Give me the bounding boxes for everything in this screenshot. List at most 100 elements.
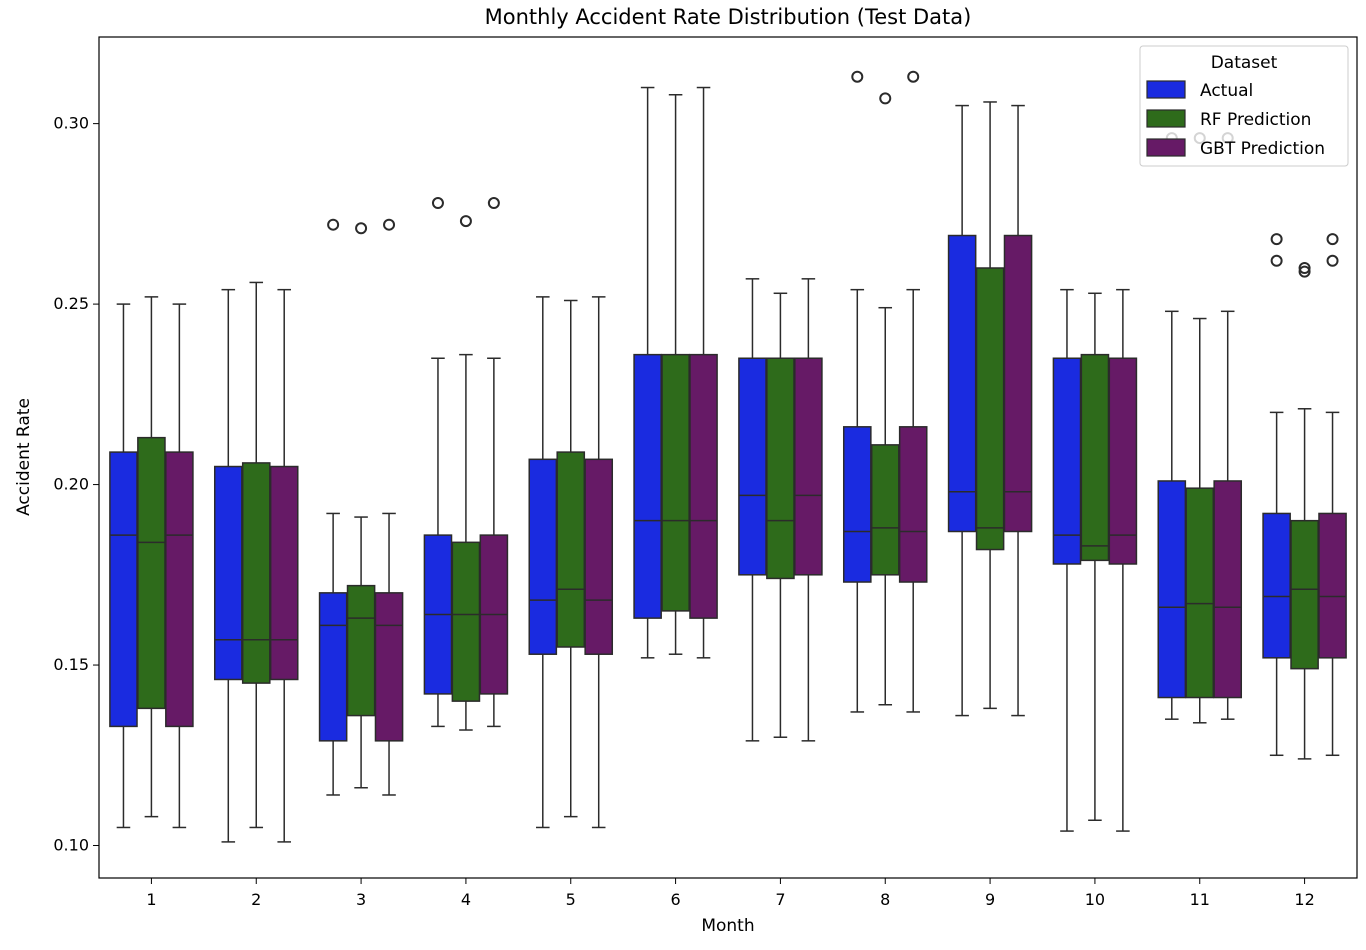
box-month-11 [1185,132,1215,724]
box-month-6 [689,86,718,659]
y-tick-label: 0.25 [53,294,89,313]
outlier-point [1298,262,1311,275]
x-tick-label: 7 [775,890,785,909]
outlier-point [879,92,892,105]
x-axis: 1 2 3 4 5 6 7 8 9 10 11 12 [146,878,1315,909]
outlier-point [851,70,864,83]
outlier-point [1270,233,1283,246]
outlier-point [1326,233,1339,246]
box-iqr [738,357,767,576]
box-month-1 [165,303,194,829]
box-iqr [947,234,977,533]
box-iqr [241,462,271,684]
box-iqr [374,592,404,742]
box-iqr [766,357,795,580]
x-tick-label: 5 [566,890,576,909]
legend-swatch [1146,109,1186,128]
x-tick-label: 2 [251,890,261,909]
outlier-point [327,218,340,231]
x-tick-label: 4 [461,890,471,909]
legend-entries: Actual RF Prediction GBT Prediction [1146,80,1325,159]
box-month-10 [1080,292,1110,821]
box-iqr [1318,512,1347,659]
y-tick-label: 0.10 [53,836,89,855]
outlier-point [383,218,396,231]
outlier-point [355,222,368,235]
box-iqr [1290,519,1319,670]
box-iqr [1213,480,1243,699]
series-rf-prediction [137,92,1319,829]
x-tick-label: 8 [880,890,890,909]
box-month-1 [137,296,166,818]
box-iqr [1003,234,1033,533]
box-month-9 [947,104,977,717]
outlier-point [1326,254,1339,267]
outlier-point [487,197,500,210]
box-month-5 [556,299,586,818]
box-month-4 [451,215,481,731]
box-month-11 [1157,132,1187,720]
box-iqr [794,357,823,576]
box-iqr [165,451,194,728]
box-iqr [137,436,166,710]
box-iqr [870,444,900,576]
series-actual [109,70,1291,843]
box-month-7 [766,292,795,738]
box-month-11 [1213,132,1243,720]
plot-frame [98,36,1358,879]
box-month-6 [661,94,690,655]
outlier-point [1298,265,1311,278]
box-month-4 [479,197,509,728]
x-axis-label: Month [701,916,754,936]
legend-title: Dataset [1211,53,1278,73]
outlier-point [907,70,920,83]
box-iqr [842,426,872,583]
box-month-7 [794,278,823,742]
box-month-1 [109,303,138,829]
y-axis-label: Accident Rate [14,398,34,516]
box-month-12 [1290,262,1319,760]
legend-swatch [1146,80,1186,99]
legend: Dataset Actual RF Prediction GBT Predictio… [1139,45,1349,167]
x-tick-label: 6 [670,890,680,909]
box-month-4 [423,197,453,728]
y-tick-label: 0.30 [53,114,89,133]
box-iqr [213,465,243,681]
box-iqr [1052,357,1082,565]
legend-label: Actual [1200,81,1253,101]
box-month-9 [1003,104,1033,717]
outlier-point [459,215,472,228]
box-month-5 [584,296,614,829]
box-iqr [109,451,138,728]
box-month-9 [975,101,1005,710]
box-iqr [1157,480,1187,699]
box-iqr [1185,487,1215,699]
box-iqr [528,458,558,655]
box-month-10 [1052,288,1082,832]
box-iqr [689,353,718,619]
x-tick-label: 12 [1294,890,1314,909]
y-tick-label: 0.15 [53,655,89,674]
box-iqr [898,426,928,583]
x-tick-label: 3 [356,890,366,909]
outlier-point [1270,254,1283,267]
box-iqr [584,458,614,655]
box-iqr [1108,357,1138,565]
box-month-12 [1262,233,1291,757]
box-month-2 [213,288,243,843]
box-iqr [1080,353,1110,562]
box-month-10 [1108,288,1138,832]
chart-title: Monthly Accident Rate Distribution (Test… [485,5,972,29]
box-iqr [661,353,690,612]
box-iqr [451,541,481,702]
y-axis: 0.10 0.15 0.20 0.25 0.30 [53,114,99,855]
box-month-7 [738,278,767,742]
box-month-12 [1318,233,1347,757]
box-iqr [556,451,586,648]
outlier-point [431,197,444,210]
box-month-8 [870,92,900,706]
box-month-2 [269,288,299,843]
box-month-5 [528,296,558,829]
box-month-8 [898,70,928,713]
box-month-3 [374,218,404,796]
